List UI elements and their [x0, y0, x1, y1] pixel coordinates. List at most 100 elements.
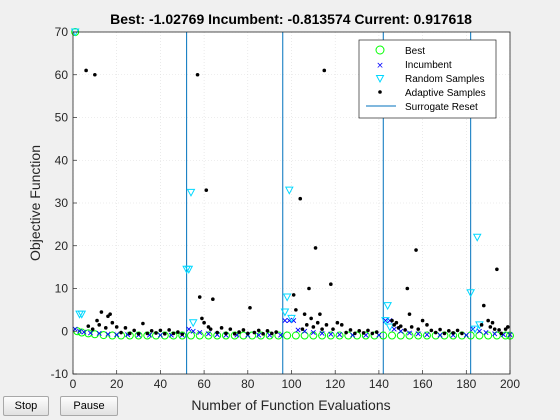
adaptive-sample-point [99, 310, 104, 314]
adaptive-sample-point [145, 331, 150, 336]
random-sample-point [385, 323, 395, 332]
stop-button[interactable]: Stop [3, 396, 49, 416]
adaptive-sample-point [311, 325, 316, 329]
incumbent-point [437, 332, 443, 338]
adaptive-sample-point [232, 332, 237, 336]
adaptive-sample-point [228, 327, 233, 331]
adaptive-sample-point [274, 330, 279, 334]
adaptive-sample-point [119, 330, 123, 335]
adaptive-sample-point [361, 331, 366, 335]
adaptive-sample-point [291, 293, 296, 297]
adaptive-sample-point [447, 329, 451, 333]
random-sample-point [282, 293, 292, 302]
legend-label-adaptive: Adaptive Samples [405, 88, 486, 99]
adaptive-sample-point [90, 327, 95, 331]
adaptive-sample-point [416, 327, 421, 331]
adaptive-sample-point [357, 329, 362, 333]
adaptive-sample-point [200, 316, 204, 321]
adaptive-sample-point [211, 297, 215, 301]
adaptive-sample-point [488, 325, 493, 329]
best-point [283, 331, 292, 340]
adaptive-sample-point [318, 312, 322, 316]
y-tick-label: -10 [51, 367, 69, 381]
adaptive-sample-point [320, 327, 324, 331]
adaptive-sample-point [374, 330, 379, 334]
best-point [361, 331, 370, 340]
random-sample-point [470, 325, 480, 334]
adaptive-sample-point [84, 68, 88, 73]
best-point [204, 331, 213, 340]
legend-random-marker [375, 75, 385, 84]
incumbent-point [256, 332, 262, 338]
x-tick-label: 100 [281, 377, 301, 391]
y-tick-label: 60 [55, 68, 69, 82]
adaptive-sample-point [167, 328, 171, 332]
adaptive-sample-point [479, 323, 484, 327]
adaptive-sample-point [307, 286, 311, 291]
adaptive-sample-point [481, 303, 486, 308]
adaptive-sample-point [433, 330, 438, 335]
adaptive-sample-point [315, 320, 320, 325]
best-point [405, 331, 414, 340]
legend-label-reset: Surrogate Reset [405, 102, 478, 113]
best-point [475, 331, 484, 340]
incumbent-point [105, 331, 111, 337]
adaptive-sample-point [324, 323, 329, 327]
adaptive-sample-point [132, 328, 136, 333]
adaptive-sample-point [237, 330, 241, 334]
y-tick-label: 10 [55, 282, 69, 296]
x-tick-label: 160 [413, 377, 433, 391]
adaptive-sample-point [294, 308, 298, 312]
incumbent-point [310, 330, 316, 336]
incumbent-point [424, 332, 430, 338]
adaptive-sample-point [110, 320, 115, 325]
adaptive-sample-point [248, 305, 252, 310]
pause-button[interactable]: Pause [60, 396, 118, 416]
adaptive-sample-point [366, 328, 370, 333]
adaptive-sample-point [420, 318, 425, 323]
adaptive-sample-point [313, 246, 318, 250]
incumbent-point [415, 331, 421, 337]
legend-best-marker [375, 45, 385, 55]
adaptive-sample-point [394, 320, 399, 325]
adaptive-sample-point [86, 324, 91, 328]
best-point [335, 331, 344, 340]
best-point [414, 331, 423, 340]
adaptive-sample-point [108, 312, 112, 316]
incumbent-point [337, 332, 343, 338]
adaptive-sample-point [252, 330, 257, 335]
adaptive-sample-point [176, 330, 180, 334]
incumbent-point [398, 328, 404, 334]
incumbent-point [295, 327, 301, 333]
adaptive-sample-point [497, 328, 501, 332]
adaptive-sample-point [154, 331, 158, 335]
adaptive-sample-point [246, 331, 250, 336]
best-point [186, 331, 195, 340]
incumbent-point [319, 330, 325, 336]
incumbent-point [328, 331, 334, 337]
incumbent-point [190, 328, 196, 334]
adaptive-sample-point [405, 286, 410, 291]
random-sample-point [186, 188, 196, 197]
x-tick-label: 140 [369, 377, 389, 391]
y-tick-label: 40 [55, 153, 69, 167]
adaptive-sample-point [398, 324, 403, 328]
legend-incumbent-marker: × [376, 61, 384, 71]
adaptive-sample-point [95, 318, 99, 323]
best-point [326, 331, 335, 340]
random-sample-point [280, 308, 290, 317]
random-sample-point [287, 314, 296, 323]
y-tick-label: 30 [55, 196, 69, 210]
adaptive-sample-point [460, 331, 464, 336]
random-sample-point [466, 289, 476, 298]
adaptive-sample-point [103, 326, 108, 330]
adaptive-sample-point [128, 331, 132, 336]
best-point [388, 331, 397, 340]
adaptive-sample-point [136, 332, 141, 336]
x-tick-label: 120 [325, 377, 345, 391]
adaptive-sample-point [451, 331, 455, 335]
incumbent-point [77, 328, 83, 334]
random-sample-point [381, 317, 390, 326]
y-tick-label: 20 [55, 239, 69, 253]
